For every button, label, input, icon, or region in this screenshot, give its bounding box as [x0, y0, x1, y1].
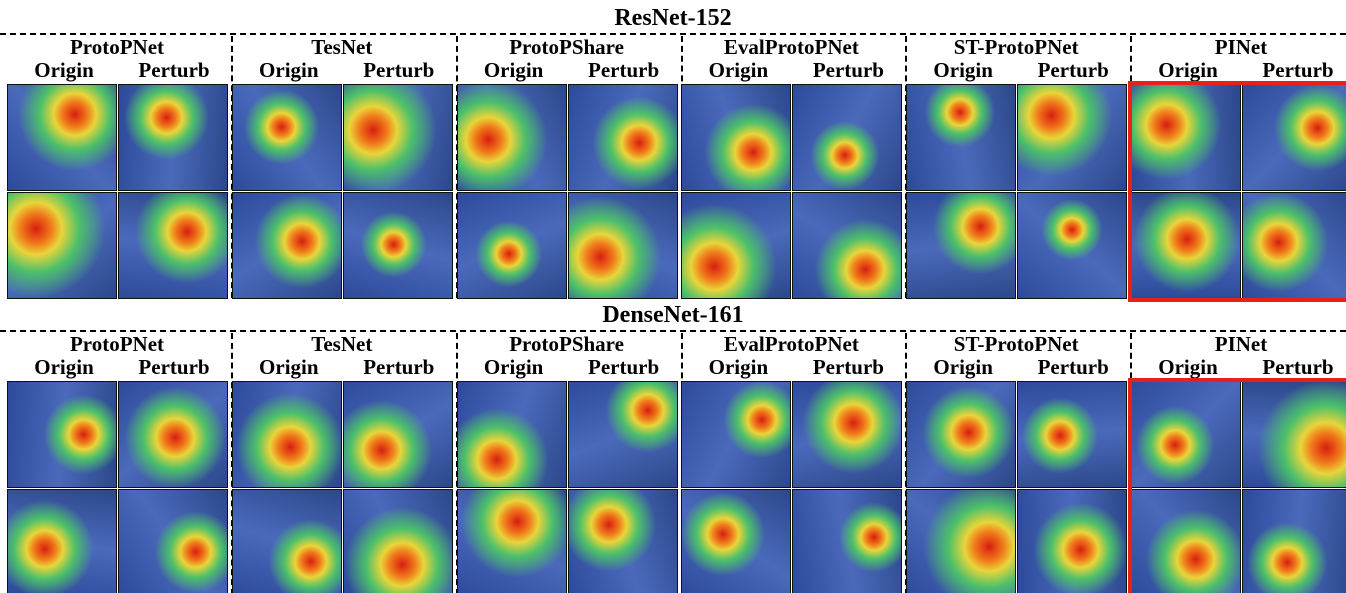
highlight-box: [1128, 81, 1346, 302]
column-label: Origin: [709, 357, 769, 378]
column-label: Origin: [1158, 60, 1218, 81]
column-label: Perturb: [363, 357, 434, 378]
heatmap-image: [906, 489, 1016, 593]
column-label: Origin: [709, 60, 769, 81]
heatmap-image: [232, 489, 342, 593]
column-label: Perturb: [588, 60, 659, 81]
method-name: EvalProtoPNet: [724, 37, 859, 58]
section-title: DenseNet-161: [602, 303, 743, 327]
column-label: Perturb: [1038, 60, 1109, 81]
column-label: Origin: [933, 357, 993, 378]
method-name: TesNet: [311, 334, 372, 355]
heatmap-image: [906, 192, 1016, 299]
heatmap-image: [906, 381, 1016, 488]
heatmap-image: [1017, 489, 1127, 593]
method-name: ST-ProtoPNet: [954, 37, 1079, 58]
method-name: ProtoPNet: [70, 37, 164, 58]
heatmap-image: [457, 381, 567, 488]
column-label: Perturb: [1262, 357, 1333, 378]
column-label: Origin: [34, 357, 94, 378]
heatmap-image: [118, 192, 228, 299]
method-name: PINet: [1215, 334, 1267, 355]
heatmap-image: [343, 489, 453, 593]
column-label: Perturb: [1262, 60, 1333, 81]
dashed-divider: [0, 330, 1346, 332]
method-name: ProtoPNet: [70, 334, 164, 355]
heatmap-image: [568, 381, 678, 488]
heatmap-image: [7, 84, 117, 191]
column-label: Origin: [933, 60, 993, 81]
method-name: ProtoPShare: [509, 334, 624, 355]
heatmap-image: [7, 489, 117, 593]
section-title: ResNet-152: [614, 6, 731, 30]
column-label: Perturb: [588, 357, 659, 378]
heatmap-image: [1017, 192, 1127, 299]
figure: ResNet-152ProtoPNetOriginPerturbTesNetOr…: [0, 0, 1346, 593]
column-label: Origin: [259, 357, 319, 378]
column-label: Perturb: [813, 60, 884, 81]
heatmap-image: [7, 192, 117, 299]
heatmap-image: [906, 84, 1016, 191]
heatmap-image: [681, 192, 791, 299]
dashed-divider: [0, 33, 1346, 35]
heatmap-image: [1017, 381, 1127, 488]
heatmap-image: [232, 84, 342, 191]
method-name: TesNet: [311, 37, 372, 58]
method-name: ProtoPShare: [509, 37, 624, 58]
heatmap-image: [792, 192, 902, 299]
heatmap-image: [343, 192, 453, 299]
heatmap-image: [792, 84, 902, 191]
heatmap-image: [681, 381, 791, 488]
heatmap-image: [457, 192, 567, 299]
column-label: Origin: [34, 60, 94, 81]
heatmap-image: [457, 489, 567, 593]
heatmap-image: [1017, 84, 1127, 191]
heatmap-image: [792, 381, 902, 488]
method-name: PINet: [1215, 37, 1267, 58]
column-label: Origin: [484, 357, 544, 378]
column-label: Perturb: [138, 357, 209, 378]
column-label: Origin: [1158, 357, 1218, 378]
column-label: Perturb: [363, 60, 434, 81]
column-label: Origin: [484, 60, 544, 81]
heatmap-image: [681, 84, 791, 191]
heatmap-image: [7, 381, 117, 488]
column-label: Perturb: [1038, 357, 1109, 378]
heatmap-image: [792, 489, 902, 593]
heatmap-image: [118, 489, 228, 593]
column-label: Perturb: [813, 357, 884, 378]
column-label: Perturb: [138, 60, 209, 81]
heatmap-image: [232, 381, 342, 488]
heatmap-image: [681, 489, 791, 593]
column-label: Origin: [259, 60, 319, 81]
heatmap-image: [118, 84, 228, 191]
heatmap-image: [568, 84, 678, 191]
heatmap-image: [568, 192, 678, 299]
heatmap-image: [343, 381, 453, 488]
heatmap-image: [568, 489, 678, 593]
heatmap-image: [457, 84, 567, 191]
method-name: EvalProtoPNet: [724, 334, 859, 355]
highlight-box: [1128, 378, 1346, 593]
method-name: ST-ProtoPNet: [954, 334, 1079, 355]
heatmap-image: [343, 84, 453, 191]
heatmap-image: [118, 381, 228, 488]
heatmap-image: [232, 192, 342, 299]
